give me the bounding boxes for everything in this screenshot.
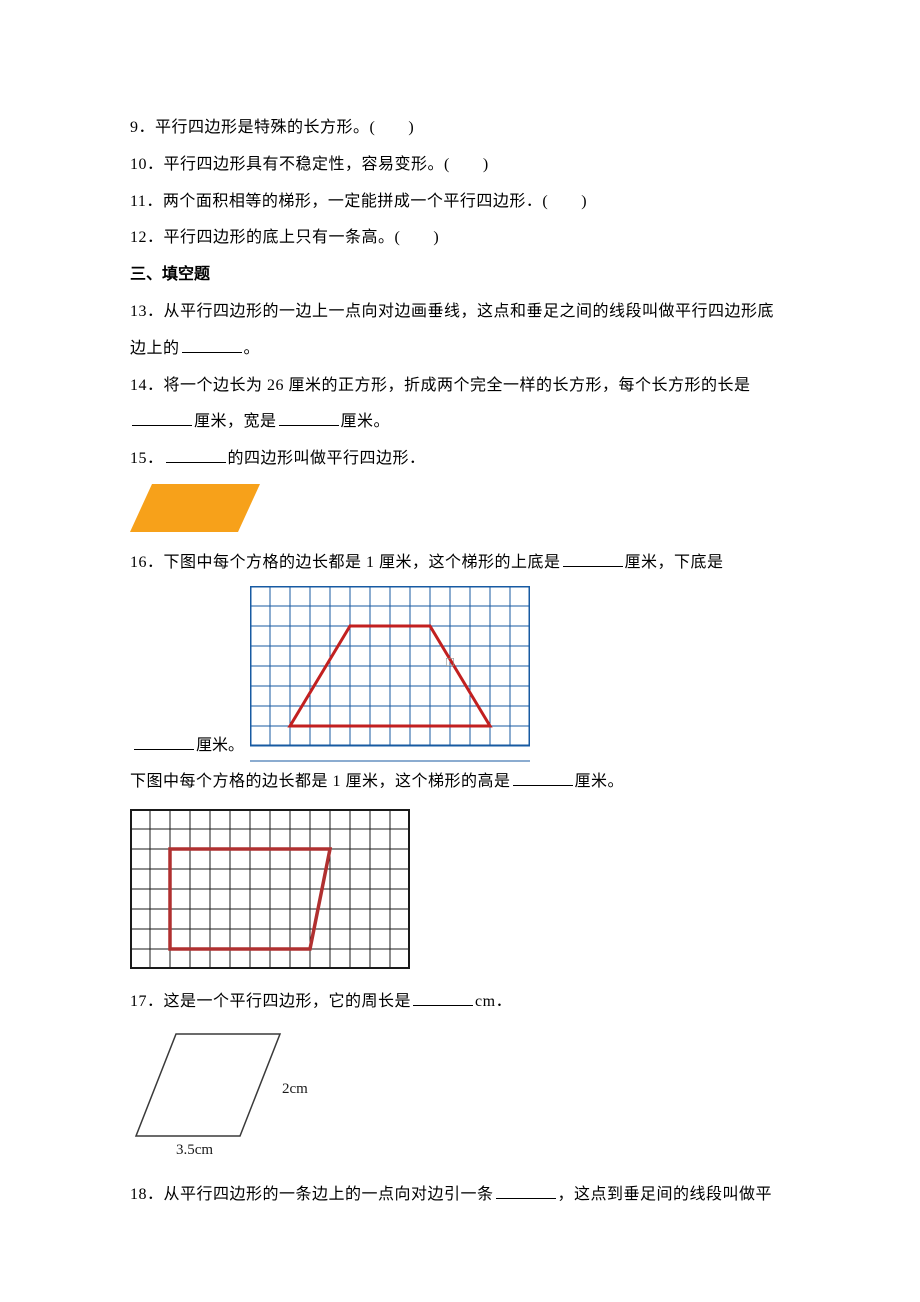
q16a-mid: 厘米，下底是 (625, 554, 724, 571)
question-13-line1: 13．从平行四边形的一边上一点向对边画垂线，这点和垂足之间的线段叫做平行四边形底 (130, 294, 800, 331)
q14-blank-1 (132, 411, 192, 426)
q18-blank (496, 1184, 556, 1199)
question-10: 10．平行四边形具有不稳定性，容易变形。( ) (130, 147, 800, 184)
q16c-blank (513, 770, 573, 785)
question-14-line2: 厘米，宽是 厘米。 (130, 404, 800, 441)
figure-parallelogram (130, 484, 800, 537)
q18-after: ，这点到垂足间的线段叫做平 (558, 1186, 773, 1203)
q16-blank-2 (134, 734, 194, 749)
q16-blank2-wrap: 厘米。 (132, 730, 244, 762)
q16c-before: 下图中每个方格的边长都是 1 厘米，这个梯形的高是 (130, 773, 511, 790)
rhombus-bottom-label: 3.5cm (176, 1142, 213, 1158)
q15-after: 的四边形叫做平行四边形． (228, 450, 426, 467)
figure-rhombus: 2cm 3.5cm (130, 1028, 800, 1165)
question-13-line2: 边上的 。 (130, 331, 800, 368)
q14-mid2: 厘米。 (341, 413, 391, 430)
question-9: 9．平行四边形是特殊的长方形。( ) (130, 110, 800, 147)
figure-trapezoid-1-row: 厘米。 (130, 586, 800, 762)
parallelogram-shape (130, 484, 260, 532)
q17-before: 17．这是一个平行四边形，它的周长是 (130, 993, 411, 1010)
q17-after: cm． (475, 993, 512, 1010)
q16a-before: 16．下图中每个方格的边长都是 1 厘米，这个梯形的上底是 (130, 554, 561, 571)
question-15: 15． 的四边形叫做平行四边形． (130, 441, 800, 478)
question-12: 12．平行四边形的底上只有一条高。( ) (130, 220, 800, 257)
q15-blank (166, 448, 226, 463)
rhombus-svg: 2cm 3.5cm (130, 1028, 330, 1160)
q14-mid1: 厘米，宽是 (194, 413, 277, 430)
trapezoid-grid-1 (250, 586, 530, 762)
q17-blank (413, 990, 473, 1005)
q15-before: 15． (130, 450, 164, 467)
question-11: 11．两个面积相等的梯形，一定能拼成一个平行四边形．( ) (130, 184, 800, 221)
parallelogram-svg (130, 484, 260, 532)
q13-blank (182, 337, 242, 352)
q14-blank-2 (279, 411, 339, 426)
question-16-line1: 16．下图中每个方格的边长都是 1 厘米，这个梯形的上底是 厘米，下底是 (130, 545, 800, 582)
question-18: 18．从平行四边形的一条边上的一点向对边引一条 ，这点到垂足间的线段叫做平 (130, 1177, 800, 1214)
q13-before: 边上的 (130, 340, 180, 357)
figure-trapezoid-2 (130, 809, 800, 974)
trapezoid-grid-2 (130, 809, 410, 969)
q16-unit-after: 厘米。 (196, 737, 244, 754)
rhombus-side-label: 2cm (282, 1081, 308, 1097)
question-17: 17．这是一个平行四边形，它的周长是 cm． (130, 984, 800, 1021)
section-3-heading: 三、填空题 (130, 257, 800, 294)
q18-before: 18．从平行四边形的一条边上的一点向对边引一条 (130, 1186, 494, 1203)
q13-after: 。 (244, 340, 261, 357)
question-14-line1: 14．将一个边长为 26 厘米的正方形，折成两个完全一样的长方形，每个长方形的长… (130, 368, 800, 405)
question-16-line3: 下图中每个方格的边长都是 1 厘米，这个梯形的高是 厘米。 (130, 764, 800, 801)
q16a-blank (563, 552, 623, 567)
grid-lines-2 (130, 809, 410, 969)
q16c-after: 厘米。 (575, 773, 625, 790)
document-page: 9．平行四边形是特殊的长方形。( ) 10．平行四边形具有不稳定性，容易变形。(… (0, 0, 920, 1302)
rhombus-shape (136, 1034, 280, 1136)
